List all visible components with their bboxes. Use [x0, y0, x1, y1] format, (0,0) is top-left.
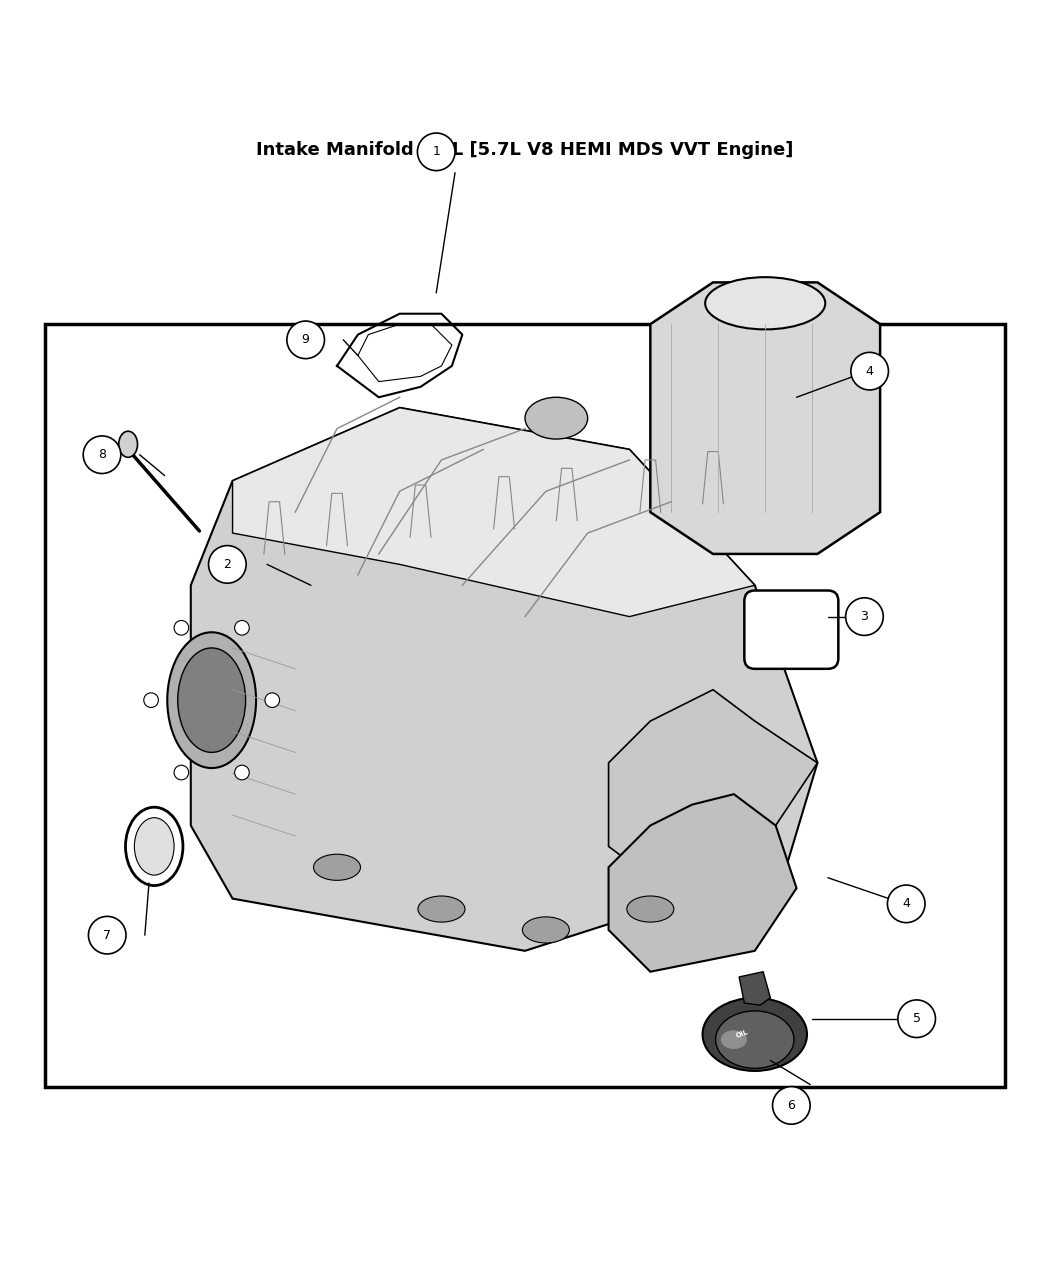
- Text: 6: 6: [788, 1099, 795, 1112]
- Polygon shape: [232, 408, 755, 617]
- Text: 1: 1: [433, 145, 440, 158]
- Circle shape: [209, 546, 246, 583]
- Ellipse shape: [721, 1030, 747, 1049]
- FancyBboxPatch shape: [44, 324, 1006, 1086]
- Polygon shape: [191, 408, 818, 951]
- Ellipse shape: [126, 807, 183, 886]
- Text: 2: 2: [224, 558, 231, 571]
- Circle shape: [773, 1086, 811, 1125]
- Text: 9: 9: [301, 333, 310, 347]
- Text: 4: 4: [866, 365, 874, 377]
- Ellipse shape: [702, 998, 807, 1071]
- Circle shape: [287, 321, 324, 358]
- Ellipse shape: [627, 896, 674, 922]
- Text: 3: 3: [861, 611, 868, 623]
- Ellipse shape: [706, 277, 825, 329]
- Circle shape: [234, 621, 249, 635]
- Text: 4: 4: [902, 898, 910, 910]
- Ellipse shape: [525, 398, 588, 439]
- Polygon shape: [609, 794, 797, 972]
- Text: OIL: OIL: [735, 1029, 750, 1039]
- Circle shape: [850, 352, 888, 390]
- Ellipse shape: [177, 648, 246, 752]
- Circle shape: [83, 436, 121, 473]
- Ellipse shape: [134, 817, 174, 875]
- Polygon shape: [650, 282, 880, 553]
- Circle shape: [174, 621, 189, 635]
- Ellipse shape: [716, 1011, 794, 1068]
- Text: 5: 5: [912, 1012, 921, 1025]
- FancyBboxPatch shape: [744, 590, 838, 669]
- Circle shape: [887, 885, 925, 923]
- Ellipse shape: [167, 632, 256, 768]
- Circle shape: [144, 692, 159, 708]
- Ellipse shape: [418, 896, 465, 922]
- Circle shape: [898, 1000, 936, 1038]
- Circle shape: [88, 917, 126, 954]
- Polygon shape: [739, 972, 771, 1005]
- Text: Intake Manifold 5.7L [5.7L V8 HEMI MDS VVT Engine]: Intake Manifold 5.7L [5.7L V8 HEMI MDS V…: [256, 142, 794, 159]
- Text: 8: 8: [98, 449, 106, 462]
- Ellipse shape: [119, 431, 138, 458]
- Circle shape: [234, 765, 249, 780]
- Circle shape: [265, 692, 279, 708]
- Polygon shape: [609, 690, 818, 877]
- Circle shape: [418, 133, 455, 171]
- Circle shape: [174, 765, 189, 780]
- Text: 7: 7: [103, 928, 111, 942]
- Circle shape: [845, 598, 883, 635]
- Ellipse shape: [314, 854, 360, 880]
- Ellipse shape: [523, 917, 569, 943]
